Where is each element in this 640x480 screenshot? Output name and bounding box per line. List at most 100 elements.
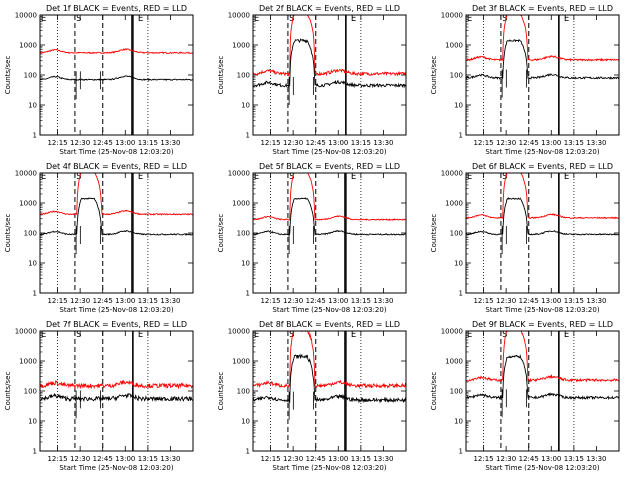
marker-s: S — [289, 330, 294, 340]
marker-s: S — [289, 172, 294, 182]
x-tick-label: 13:15 — [138, 297, 158, 305]
y-axis-label: Counts/sec — [217, 372, 225, 411]
x-axis-label: Start Time (25-Nov-08 12:03:20) — [59, 306, 173, 314]
y-axis-label: Counts/sec — [217, 214, 225, 253]
x-tick-label: 12:15 — [260, 455, 280, 463]
y-tick-label: 10 — [241, 418, 250, 426]
x-axis-label: Start Time (25-Nov-08 12:03:20) — [485, 464, 599, 472]
x-tick-label: 13:00 — [328, 297, 348, 305]
series-lld — [465, 172, 619, 220]
series-lld — [465, 14, 620, 62]
y-tick-label: 100 — [450, 388, 463, 396]
marker-e: E — [41, 172, 46, 182]
marker-s: S — [76, 330, 81, 340]
x-tick-label: 13:15 — [564, 455, 584, 463]
y-tick-label: 1 — [33, 290, 37, 298]
y-tick-label: 10 — [454, 102, 463, 110]
marker-e: E — [351, 330, 356, 340]
plot-frame — [39, 172, 194, 294]
marker-s: S — [502, 172, 507, 182]
panel-det-4: Det 4f BLACK = Events, RED = LLD Counts/s… — [4, 162, 194, 314]
marker-e: E — [564, 172, 569, 182]
plot-frame — [465, 172, 620, 294]
series-events — [39, 75, 194, 82]
y-tick-label: 100 — [24, 72, 37, 80]
x-tick-label: 12:30 — [70, 139, 90, 147]
marker-e: E — [351, 14, 356, 24]
plot-frame — [252, 14, 407, 136]
y-axis-label: Counts/sec — [430, 372, 438, 411]
panel-det-6: Det 6f BLACK = Events, RED = LLD Counts/s… — [430, 162, 620, 314]
panel-det-1: Det 1f BLACK = Events, RED = LLD Counts/s… — [4, 4, 194, 156]
x-tick-label: 13:15 — [351, 139, 371, 147]
y-tick-label: 10000 — [228, 328, 250, 336]
x-tick-label: 13:15 — [564, 139, 584, 147]
series-events — [252, 197, 407, 236]
x-tick-label: 12:30 — [496, 297, 516, 305]
y-tick-label: 10000 — [15, 170, 37, 178]
x-tick-label: 12:45 — [306, 297, 326, 305]
marker-e: E — [351, 172, 356, 182]
panel-det-8: Det 8f BLACK = Events, RED = LLD Counts/s… — [217, 320, 407, 472]
panel-det-5: Det 5f BLACK = Events, RED = LLD Counts/s… — [217, 162, 407, 314]
marker-e: E — [467, 330, 472, 340]
y-tick-label: 10000 — [228, 12, 250, 20]
marker-e: E — [41, 330, 46, 340]
y-tick-label: 1000 — [19, 200, 37, 208]
series-lld — [252, 172, 407, 221]
plot-frame — [465, 14, 620, 136]
x-tick-label: 12:15 — [260, 139, 280, 147]
x-axis-label: Start Time (25-Nov-08 12:03:20) — [59, 148, 173, 156]
y-tick-label: 1 — [246, 448, 250, 456]
series-events — [252, 353, 407, 404]
marker-e: E — [467, 14, 472, 24]
marker-s: S — [289, 14, 294, 24]
series-lld — [39, 379, 194, 390]
y-tick-label: 1000 — [19, 42, 37, 50]
y-tick-label: 10 — [28, 102, 37, 110]
plot-frame — [465, 330, 620, 452]
x-tick-label: 13:30 — [373, 139, 393, 147]
x-tick-label: 13:00 — [115, 297, 135, 305]
series-lld — [252, 14, 407, 77]
x-tick-label: 12:15 — [47, 297, 67, 305]
x-tick-label: 12:30 — [70, 297, 90, 305]
plot-frame — [39, 330, 194, 452]
panel-det-9: Det 9f BLACK = Events, RED = LLD Counts/s… — [430, 320, 620, 472]
x-tick-label: 13:00 — [328, 455, 348, 463]
x-tick-label: 13:00 — [328, 139, 348, 147]
y-tick-label: 10 — [241, 102, 250, 110]
x-tick-label: 12:15 — [260, 297, 280, 305]
x-tick-label: 12:30 — [283, 139, 303, 147]
y-tick-label: 100 — [237, 230, 250, 238]
x-tick-label: 12:30 — [70, 455, 90, 463]
x-tick-label: 12:45 — [306, 139, 326, 147]
y-tick-label: 100 — [237, 388, 250, 396]
y-tick-label: 10 — [28, 260, 37, 268]
x-tick-label: 13:30 — [160, 455, 180, 463]
y-tick-label: 10000 — [15, 12, 37, 20]
y-tick-label: 1 — [459, 132, 463, 140]
x-tick-label: 12:45 — [519, 297, 539, 305]
x-tick-label: 12:15 — [473, 139, 493, 147]
panel-title: Det 6f BLACK = Events, RED = LLD — [472, 162, 613, 171]
x-tick-label: 12:45 — [93, 297, 113, 305]
x-tick-label: 12:45 — [519, 455, 539, 463]
x-tick-label: 12:15 — [473, 455, 493, 463]
y-tick-label: 1 — [246, 132, 250, 140]
x-tick-label: 13:15 — [138, 455, 158, 463]
x-tick-label: 13:30 — [373, 297, 393, 305]
y-tick-label: 1 — [33, 132, 37, 140]
x-tick-label: 13:00 — [541, 139, 561, 147]
x-tick-label: 13:30 — [586, 455, 606, 463]
y-tick-label: 1000 — [445, 200, 463, 208]
series-lld — [40, 172, 193, 216]
y-tick-label: 1000 — [445, 358, 463, 366]
marker-e: E — [564, 330, 569, 340]
y-axis-label: Counts/sec — [217, 56, 225, 95]
y-tick-label: 100 — [450, 72, 463, 80]
x-tick-label: 13:30 — [160, 297, 180, 305]
x-tick-label: 12:15 — [47, 139, 67, 147]
plot-frame — [39, 14, 194, 136]
y-tick-label: 10000 — [15, 328, 37, 336]
